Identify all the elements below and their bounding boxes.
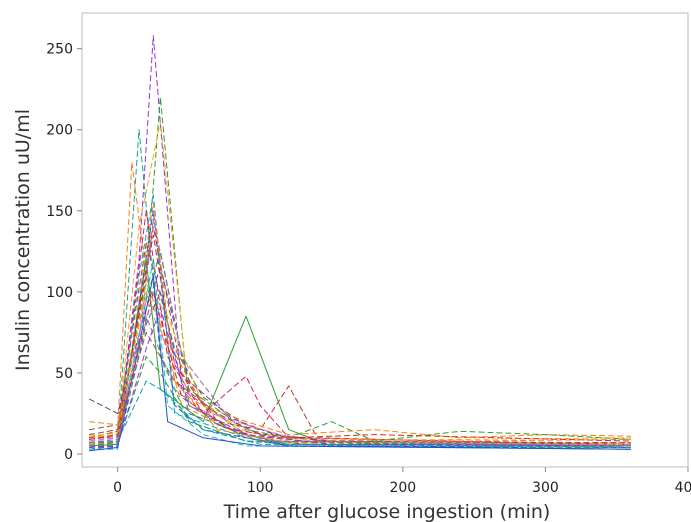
- y-tick-label: 50: [55, 366, 73, 382]
- plot-frame: [81, 12, 689, 468]
- y-tick-label: 100: [46, 285, 73, 301]
- y-tick-label: 150: [46, 204, 73, 220]
- y-axis: 0 50 100 150 200 250: [46, 42, 82, 463]
- y-axis-title: Insulin concentration uU/ml: [12, 109, 34, 371]
- series-line-23: [89, 275, 632, 452]
- x-axis-title: Time after glucose ingestion (min): [223, 501, 551, 522]
- series-line-27: [89, 307, 632, 448]
- x-tick-label: 300: [532, 480, 559, 496]
- series-line-25: [89, 315, 632, 447]
- series-line-9: [89, 210, 632, 450]
- series-line-28: [89, 380, 632, 448]
- x-tick-label: 100: [247, 480, 274, 496]
- series-line-17: [89, 218, 632, 445]
- series-lines: [88, 35, 632, 452]
- series-line-12: [89, 291, 632, 439]
- y-tick-label: 250: [46, 42, 73, 58]
- x-axis: 0 100 200 300 400: [113, 467, 691, 496]
- series-line-26: [89, 291, 632, 442]
- series-line-24: [89, 202, 632, 445]
- x-tick-label: 400: [675, 480, 691, 496]
- x-tick-label: 200: [389, 480, 416, 496]
- y-tick-label: 200: [46, 123, 73, 139]
- y-tick-label: 0: [64, 447, 73, 463]
- x-tick-label: 0: [113, 480, 122, 496]
- series-line-19: [89, 259, 632, 450]
